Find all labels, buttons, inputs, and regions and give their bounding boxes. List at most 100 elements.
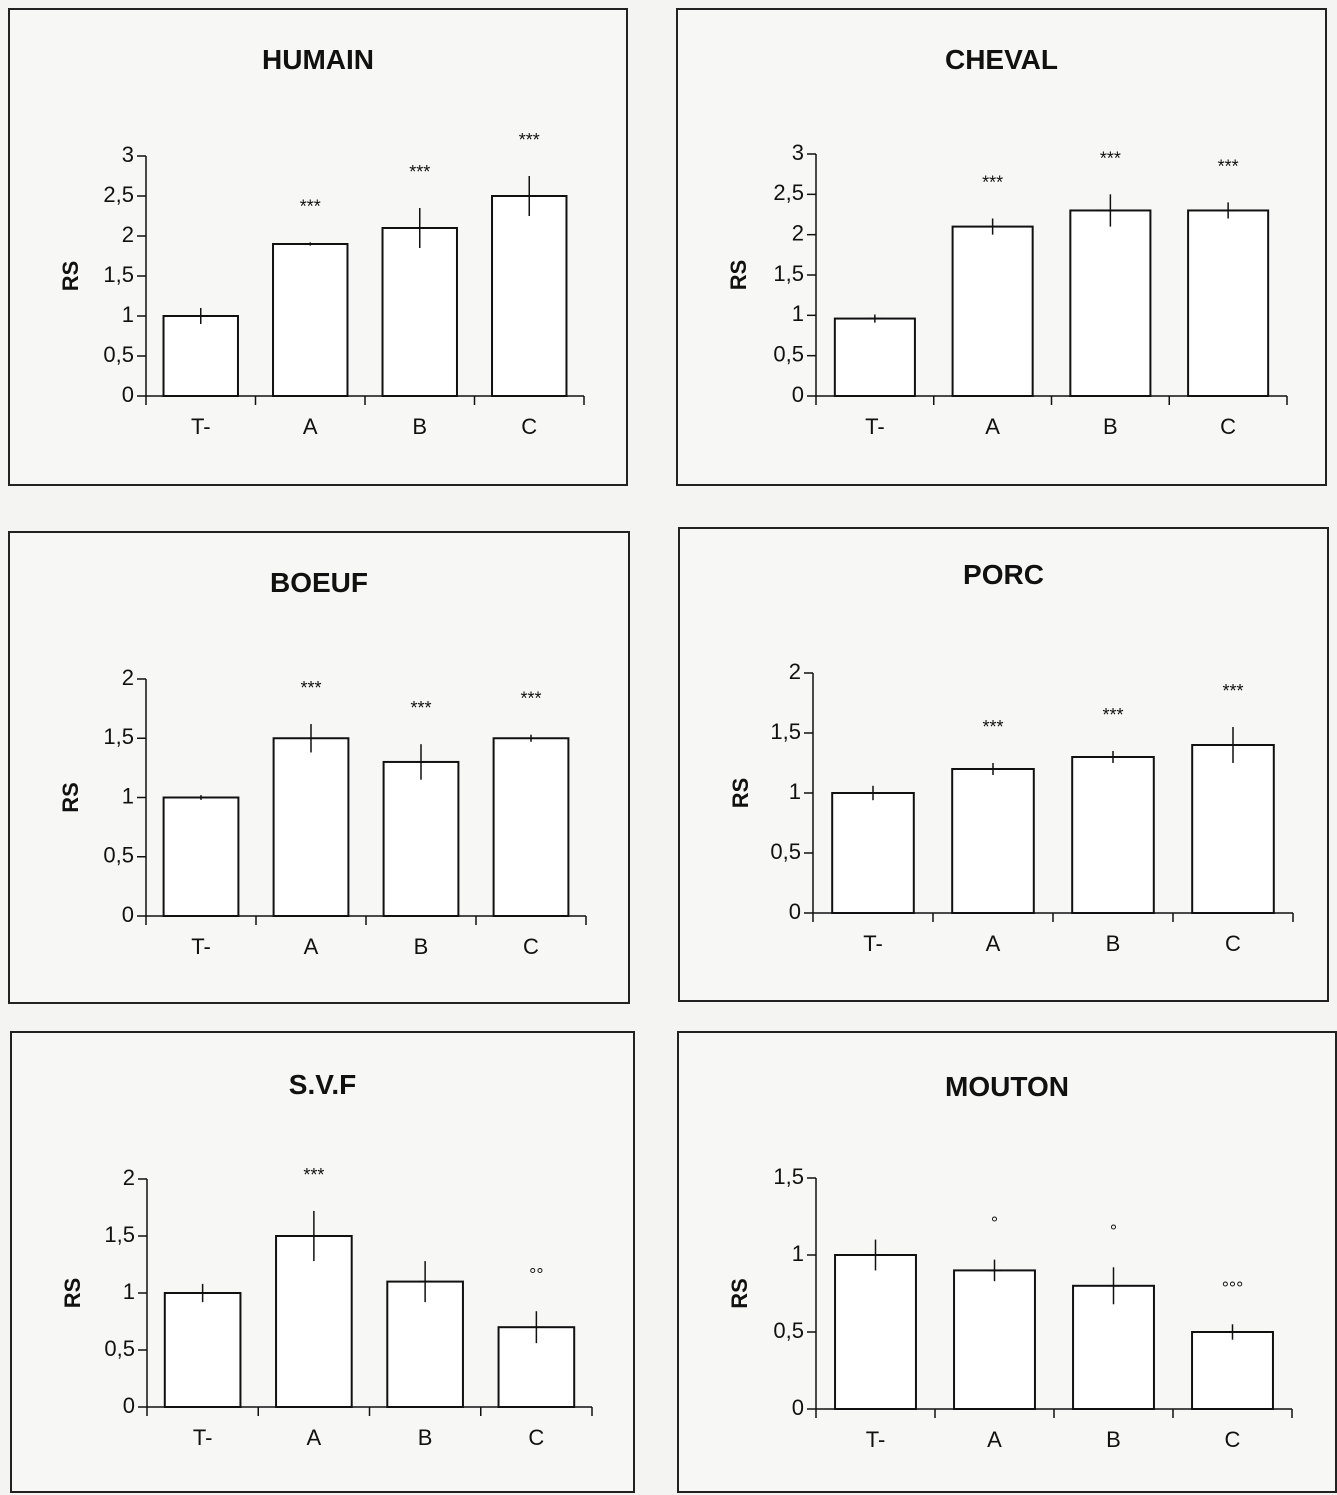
y-tick-label: 0,5 [773, 1318, 804, 1343]
chart-svg: RS 0 0,5 1 1,5 2 T- *** A B °° C [60, 1165, 593, 1450]
chart-panel-humain: HUMAIN RS 0 0,5 1 1,5 2 2,5 3 T- *** A *** B *** C [8, 8, 628, 486]
y-tick-label: 1,5 [770, 719, 801, 744]
chart-panel-boeuf: BOEUF RS 0 0,5 1 1,5 2 T- *** A *** B *** C [8, 531, 630, 1004]
y-tick-label: 0,5 [770, 839, 801, 864]
y-tick-label: 0 [123, 1393, 135, 1418]
bar [953, 1269, 1036, 1410]
y-tick-label: 1,5 [104, 1222, 135, 1247]
y-tick-label: 2 [123, 1165, 135, 1190]
chart-panel-mouton: MOUTON RS 0 0,5 1 1,5 T- ° A ° B °°° C [677, 1031, 1337, 1493]
chart-title: MOUTON [945, 1071, 1069, 1102]
significance-label: *** [982, 717, 1003, 737]
significance-label: *** [409, 162, 430, 182]
y-tick-label: 2 [122, 222, 134, 247]
significance-label: °°° [1222, 1278, 1244, 1298]
y-tick-label: 0 [122, 382, 134, 407]
significance-label: *** [410, 698, 431, 718]
significance-label: *** [303, 1165, 324, 1185]
y-tick-label: 1,5 [103, 262, 134, 287]
significance-label: ° [991, 1214, 998, 1234]
bar [492, 737, 570, 917]
y-tick-label: 1 [123, 1279, 135, 1304]
chart-svg: RS 0 0,5 1 1,5 2 2,5 3 T- *** A *** B *** C [726, 140, 1288, 439]
chart-title: PORC [963, 559, 1044, 590]
chart-title: HUMAIN [262, 44, 374, 75]
significance-label: *** [300, 196, 321, 216]
y-tick-label: 0,5 [773, 341, 804, 366]
significance-label: *** [1100, 148, 1121, 168]
significance-label: *** [519, 130, 540, 150]
significance-label: *** [520, 689, 541, 709]
chart-title: S.V.F [288, 1069, 357, 1100]
bar [1191, 1331, 1274, 1410]
y-tick-label: 0,5 [104, 1336, 135, 1361]
chart-title: BOEUF [270, 567, 368, 598]
significance-label: *** [1222, 681, 1243, 701]
significance-label: *** [1218, 156, 1239, 176]
significance-label: ° [1110, 1221, 1117, 1241]
y-axis-label: RS [726, 260, 751, 291]
y-tick-label: 1 [789, 779, 801, 804]
x-tick-label: T- [193, 1425, 213, 1450]
x-tick-label: B [414, 934, 429, 959]
bar [831, 792, 915, 914]
bar [1069, 209, 1152, 397]
y-tick-label: 1,5 [773, 261, 804, 286]
chart-panel-cheval: CHEVAL RS 0 0,5 1 1,5 2 2,5 3 T- *** A *** B *** C [676, 8, 1327, 486]
y-tick-label: 1,5 [773, 1164, 804, 1189]
x-tick-label: A [986, 931, 1001, 956]
y-tick-label: 0 [122, 902, 134, 927]
y-axis-label: RS [58, 782, 83, 813]
y-axis-label: RS [727, 1278, 752, 1309]
y-tick-label: 2 [792, 220, 804, 245]
chart-panel-svf: S.V.F RS 0 0,5 1 1,5 2 T- *** A B °° C [10, 1031, 635, 1493]
x-tick-label: A [304, 934, 319, 959]
y-tick-label: 1 [792, 301, 804, 326]
x-tick-label: T- [863, 931, 883, 956]
y-tick-label: 0,5 [103, 843, 134, 868]
chart-svg: RS 0 0,5 1 1,5 2 T- *** A *** B *** C [728, 659, 1294, 956]
x-tick-label: T- [866, 1427, 886, 1452]
bar [381, 227, 458, 397]
x-tick-label: C [528, 1425, 544, 1450]
bar [1187, 209, 1270, 397]
bar [833, 317, 916, 397]
bar [163, 1292, 242, 1408]
y-tick-label: 2 [122, 665, 134, 690]
y-tick-label: 3 [792, 140, 804, 165]
y-tick-label: 0,5 [103, 342, 134, 367]
y-tick-label: 1 [122, 302, 134, 327]
bar [491, 195, 568, 397]
significance-label: °° [529, 1265, 543, 1285]
chart-svg: RS 0 0,5 1 1,5 2 T- *** A *** B *** C [58, 665, 587, 959]
significance-label: *** [1102, 705, 1123, 725]
bar [272, 737, 350, 917]
significance-label: *** [300, 678, 321, 698]
bar [275, 1235, 353, 1408]
y-tick-label: 1 [792, 1241, 804, 1266]
x-tick-label: B [418, 1425, 433, 1450]
x-tick-label: A [303, 414, 318, 439]
bar [1191, 744, 1275, 914]
bar [386, 1280, 464, 1409]
x-tick-label: B [1103, 414, 1118, 439]
y-axis-label: RS [58, 261, 83, 292]
x-tick-label: T- [191, 414, 211, 439]
chart-svg: RS 0 0,5 1 1,5 T- ° A ° B °°° C [727, 1164, 1293, 1452]
chart-title: CHEVAL [944, 44, 1059, 75]
x-tick-label: C [1225, 1427, 1241, 1452]
bar [1071, 756, 1155, 914]
x-tick-label: B [1106, 931, 1121, 956]
x-tick-label: C [523, 934, 539, 959]
x-tick-label: T- [191, 934, 211, 959]
y-tick-label: 0 [792, 1395, 804, 1420]
x-tick-label: T- [865, 414, 885, 439]
x-tick-label: C [1220, 414, 1236, 439]
bar [1072, 1284, 1155, 1410]
x-tick-label: B [1106, 1427, 1121, 1452]
bar [272, 243, 349, 397]
x-tick-label: A [985, 414, 1000, 439]
x-tick-label: C [1225, 931, 1241, 956]
y-tick-label: 2,5 [103, 182, 134, 207]
y-axis-label: RS [60, 1278, 85, 1309]
